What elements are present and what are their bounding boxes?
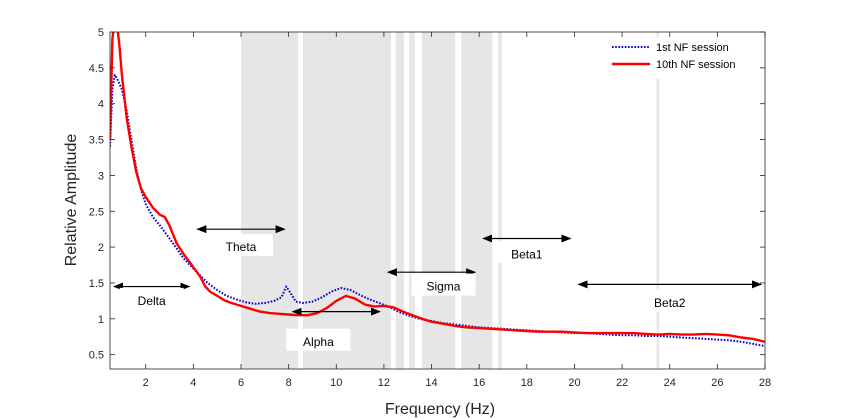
shaded-band-3 [408, 32, 415, 369]
y-tick-label: 1.5 [89, 278, 104, 290]
legend-label-2: 10th NF session [656, 59, 735, 71]
x-tick-label: 16 [473, 377, 485, 389]
x-tick-label: 14 [425, 377, 437, 389]
x-tick-label: 26 [711, 377, 723, 389]
y-tick-label: 0.5 [89, 350, 104, 362]
legend: 1st NF session 10th NF session [608, 37, 758, 79]
x-tick-label: 20 [568, 377, 580, 389]
x-tick-label: 2 [143, 377, 149, 389]
plot-area [109, 31, 766, 370]
beta1-band-label: Beta1 [511, 247, 543, 261]
shaded-band-6 [498, 32, 502, 369]
series-lines [110, 32, 765, 348]
shaded-band-7 [656, 32, 660, 369]
y-axis-ticks: 0.5 1 1.5 2 2.5 3 3.5 4 4.5 5 [89, 27, 765, 362]
alpha-band-label: Alpha [303, 335, 334, 349]
theta-band-label: Theta [226, 240, 257, 254]
x-tick-label: 4 [190, 377, 196, 389]
beta1-label-bg [494, 241, 559, 264]
shaded-band-1 [302, 32, 392, 369]
sigma-band-label: Sigma [426, 280, 460, 294]
x-tick-label: 28 [759, 377, 771, 389]
x-tick-label: 12 [378, 377, 390, 389]
y-tick-label: 5 [98, 27, 104, 39]
y-tick-label: 3 [98, 170, 104, 182]
shaded-band-4 [422, 32, 456, 369]
x-tick-label: 6 [238, 377, 244, 389]
x-tick-label: 22 [616, 377, 628, 389]
x-axis-label: Frequency (Hz) [385, 401, 495, 418]
shaded-band-2 [395, 32, 405, 369]
y-tick-label: 2.5 [89, 206, 104, 218]
y-tick-label: 3.5 [89, 135, 104, 147]
beta2-label-bg [637, 290, 702, 313]
alpha-label-bg [286, 328, 351, 351]
y-axis-label: Relative Amplitude [63, 134, 80, 267]
theta-label-bg [209, 234, 273, 257]
sigma-label-bg [411, 273, 476, 296]
beta2-band-label: Beta2 [654, 296, 686, 310]
delta-label-bg [119, 287, 184, 310]
x-tick-label: 10 [330, 377, 342, 389]
delta-band-label: Delta [138, 294, 166, 308]
y-tick-label: 4 [98, 99, 104, 111]
x-tick-label: 8 [286, 377, 292, 389]
legend-box [608, 37, 758, 79]
frequency-bands [241, 32, 660, 369]
shaded-band-5 [461, 32, 493, 369]
legend-label-1: 1st NF session [656, 42, 729, 54]
series-line-2 [110, 32, 765, 343]
band-annotations: Delta Theta Alpha Sigma Beta1 Beta2 [113, 225, 762, 351]
y-tick-label: 1 [98, 314, 104, 326]
y-tick-label: 4.5 [89, 63, 104, 75]
x-tick-label: 18 [521, 377, 533, 389]
y-tick-label: 2 [98, 242, 104, 254]
x-tick-label: 24 [664, 377, 676, 389]
x-axis-ticks: 2 4 6 8 10 12 14 16 18 20 22 24 26 28 [143, 32, 771, 389]
series-line-1 [110, 74, 765, 348]
shaded-band-0 [241, 32, 299, 369]
